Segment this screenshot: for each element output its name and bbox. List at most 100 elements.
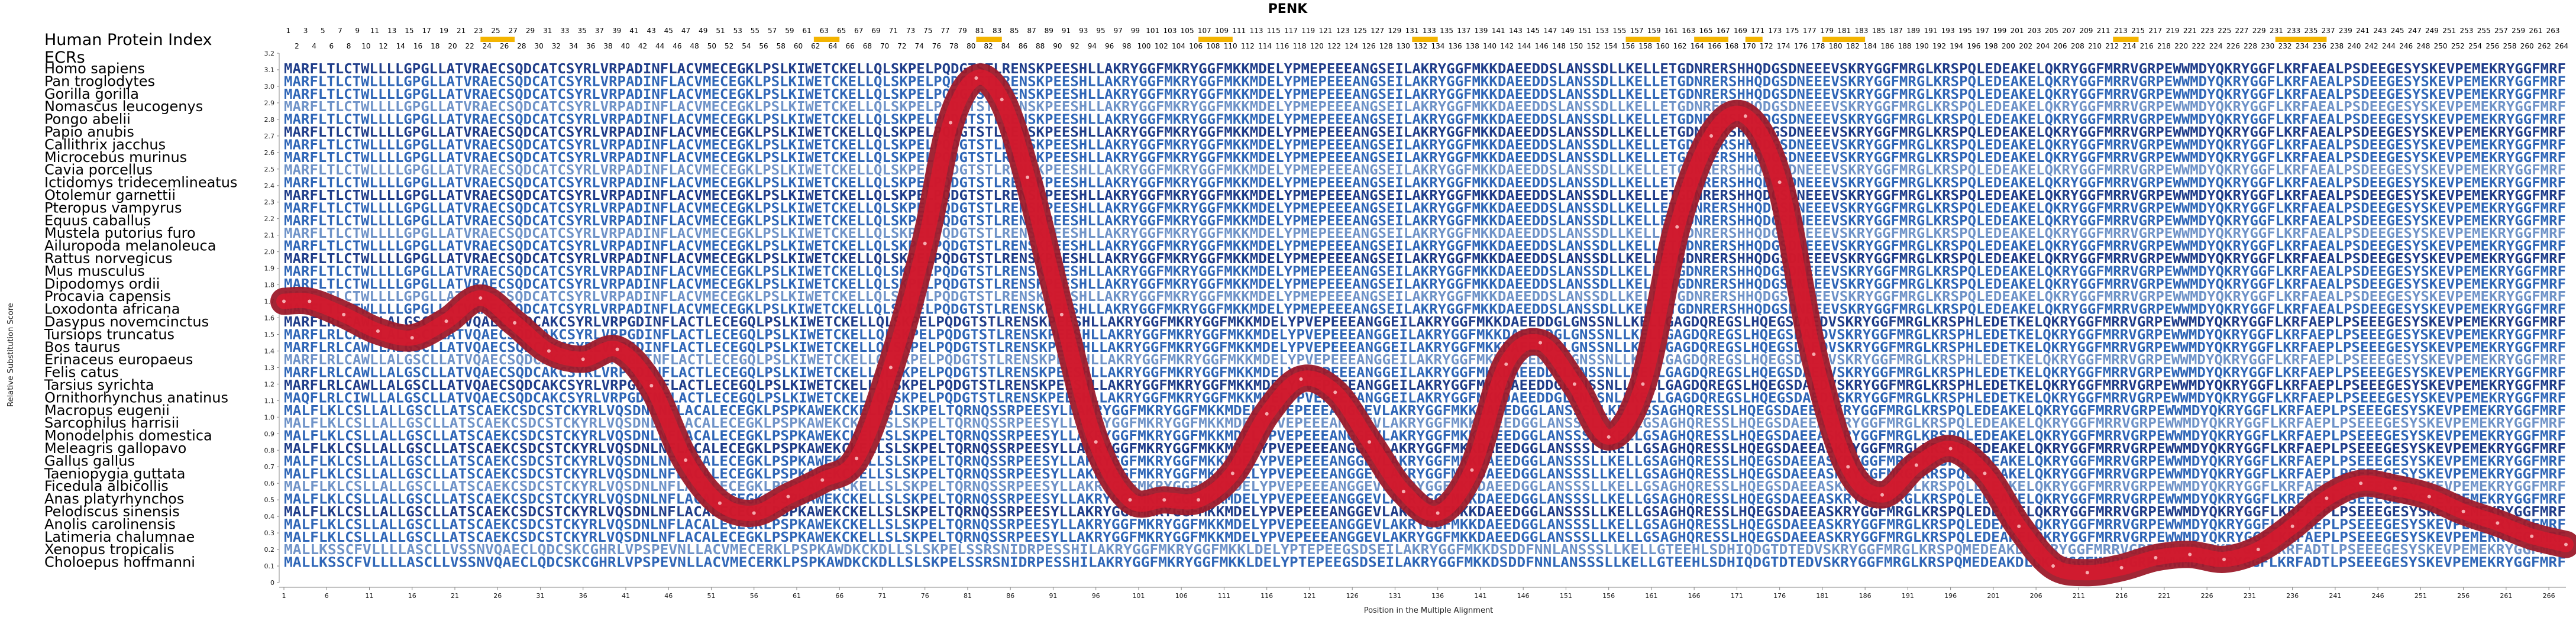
human-index-number: 225 [2218, 27, 2231, 35]
human-index-number: 17 [422, 27, 431, 35]
x-tick-label: 156 [1602, 592, 1615, 600]
curve-point [1470, 468, 1474, 472]
curve-point [547, 349, 551, 353]
human-index-number: 109 [1215, 27, 1229, 35]
curve-point [479, 296, 483, 300]
human-index-number: 147 [1543, 27, 1557, 35]
human-index-number: 134 [1431, 42, 1444, 50]
human-index-number: 239 [2339, 27, 2352, 35]
human-index-number: 107 [1198, 27, 1211, 35]
human-index-number: 160 [1656, 42, 1669, 50]
human-index-number: 195 [1958, 27, 1972, 35]
human-index-number: 243 [2373, 27, 2387, 35]
x-tick-label: 86 [1006, 592, 1014, 600]
y-tick-label: 0.7 [264, 463, 275, 471]
human-index-number: 159 [1647, 27, 1661, 35]
human-index-number: 13 [387, 27, 396, 35]
ecr-bar [1822, 37, 1866, 42]
human-index-number: 223 [2200, 27, 2214, 35]
substitution-curve-line [276, 69, 2574, 581]
y-tick-label: 2.3 [264, 199, 275, 206]
x-tick-label: 1 [282, 592, 286, 600]
x-tick-label: 176 [1773, 592, 1786, 600]
human-index-number: 212 [2105, 42, 2119, 50]
human-index-number: 157 [1630, 27, 1644, 35]
human-index-number: 139 [1475, 27, 1488, 35]
curve-point [2188, 552, 2192, 557]
curve-point [1948, 447, 1953, 451]
curve-point [1539, 341, 1543, 345]
curve-point [1197, 498, 1201, 502]
human-index-number: 9 [355, 27, 360, 35]
human-index-number: 69 [871, 27, 880, 35]
human-index-number: 32 [552, 42, 561, 50]
curve-point [1743, 114, 1747, 118]
human-index-number: 20 [448, 42, 457, 50]
human-index-number: 222 [2192, 42, 2205, 50]
y-tick-label: 1.9 [264, 265, 275, 273]
y-tick-label: 2.9 [264, 99, 275, 107]
human-index-number: 113 [1250, 27, 1263, 35]
human-index-number: 211 [2097, 27, 2110, 35]
human-index-number: 27 [509, 27, 518, 35]
x-tick-label: 56 [750, 592, 758, 600]
curve-point [2222, 557, 2226, 561]
human-index-number: 164 [1691, 42, 1704, 50]
species-label: Pelodiscus sinensis [44, 503, 180, 520]
y-tick-label: 2.0 [264, 248, 275, 256]
human-index-number: 119 [1301, 27, 1315, 35]
sequence-row: MARFLTLCTWLLLLGPGLLATVRAECSQDCATCSYRLVRP… [284, 277, 2566, 292]
curve-point [684, 458, 688, 462]
human-index-number: 209 [2079, 27, 2093, 35]
human-index-number: 122 [1327, 42, 1341, 50]
y-axis-label: Relative Substitution Score [7, 303, 15, 407]
curve-point [2017, 524, 2021, 528]
curve-point [2325, 496, 2329, 500]
human-index-number: 57 [768, 27, 777, 35]
y-tick-label: 2.6 [264, 149, 275, 157]
human-index-number: 200 [2002, 42, 2015, 50]
curve-point [1436, 511, 1440, 515]
curve-point [308, 299, 312, 303]
human-index-number: 144 [1518, 42, 1531, 50]
y-tick-label: 1.0 [264, 413, 275, 421]
curve-point [581, 357, 585, 361]
human-index-number: 263 [2546, 27, 2560, 35]
human-index-number: 117 [1284, 27, 1298, 35]
human-index-number: 86 [1019, 42, 1027, 50]
human-index-number: 142 [1500, 42, 1514, 50]
sequence-row: MARFLTLCTWLLLLGPGLLATVRAECSQDCATCSYRLVRP… [284, 150, 2566, 166]
human-index-number: 18 [431, 42, 439, 50]
human-index-number: 97 [1114, 27, 1123, 35]
sequence-row: MARFLTLCTWLLLLGPGLLATVRAECSQDCATCSYRLVRP… [284, 62, 2566, 77]
x-tick-label: 31 [536, 592, 544, 600]
x-tick-label: 6 [325, 592, 329, 600]
human-index-number: 213 [2114, 27, 2128, 35]
sequence-row: MARFLRLCAWLLALGSCLLATVQAECSQDCAKCSYRLVRP… [284, 327, 2566, 342]
curve-point [2530, 534, 2534, 538]
sequence-row: MARFLTLCTWLLLLGPGLLATVRAECSQDCATCSYRLVRP… [284, 214, 2566, 229]
human-index-number: 214 [2123, 42, 2137, 50]
human-index-number: 169 [1734, 27, 1747, 35]
human-index-number: 88 [1036, 42, 1045, 50]
species-label: Tursiops truncatus [44, 326, 174, 342]
curve-point [1880, 493, 1885, 497]
x-tick-label: 206 [2030, 592, 2042, 600]
human-index-number: 101 [1146, 27, 1159, 35]
human-index-number: 22 [466, 42, 474, 50]
human-index-number: 33 [560, 27, 569, 35]
human-index-number: 257 [2494, 27, 2508, 35]
human-index-number: 103 [1163, 27, 1177, 35]
human-index-number: 193 [1941, 27, 1955, 35]
human-index-number: 55 [751, 27, 759, 35]
human-index-number: 197 [1976, 27, 1989, 35]
human-index-number: 149 [1561, 27, 1575, 35]
human-index-number: 2 [295, 42, 299, 50]
human-index-number: 21 [457, 27, 466, 35]
human-index-number: 121 [1318, 27, 1332, 35]
species-label: Papio anubis [44, 124, 134, 140]
curve-point [2496, 521, 2500, 525]
human-index-number: 151 [1578, 27, 1592, 35]
curve-point [923, 241, 927, 245]
human-index-number: 89 [1045, 27, 1053, 35]
